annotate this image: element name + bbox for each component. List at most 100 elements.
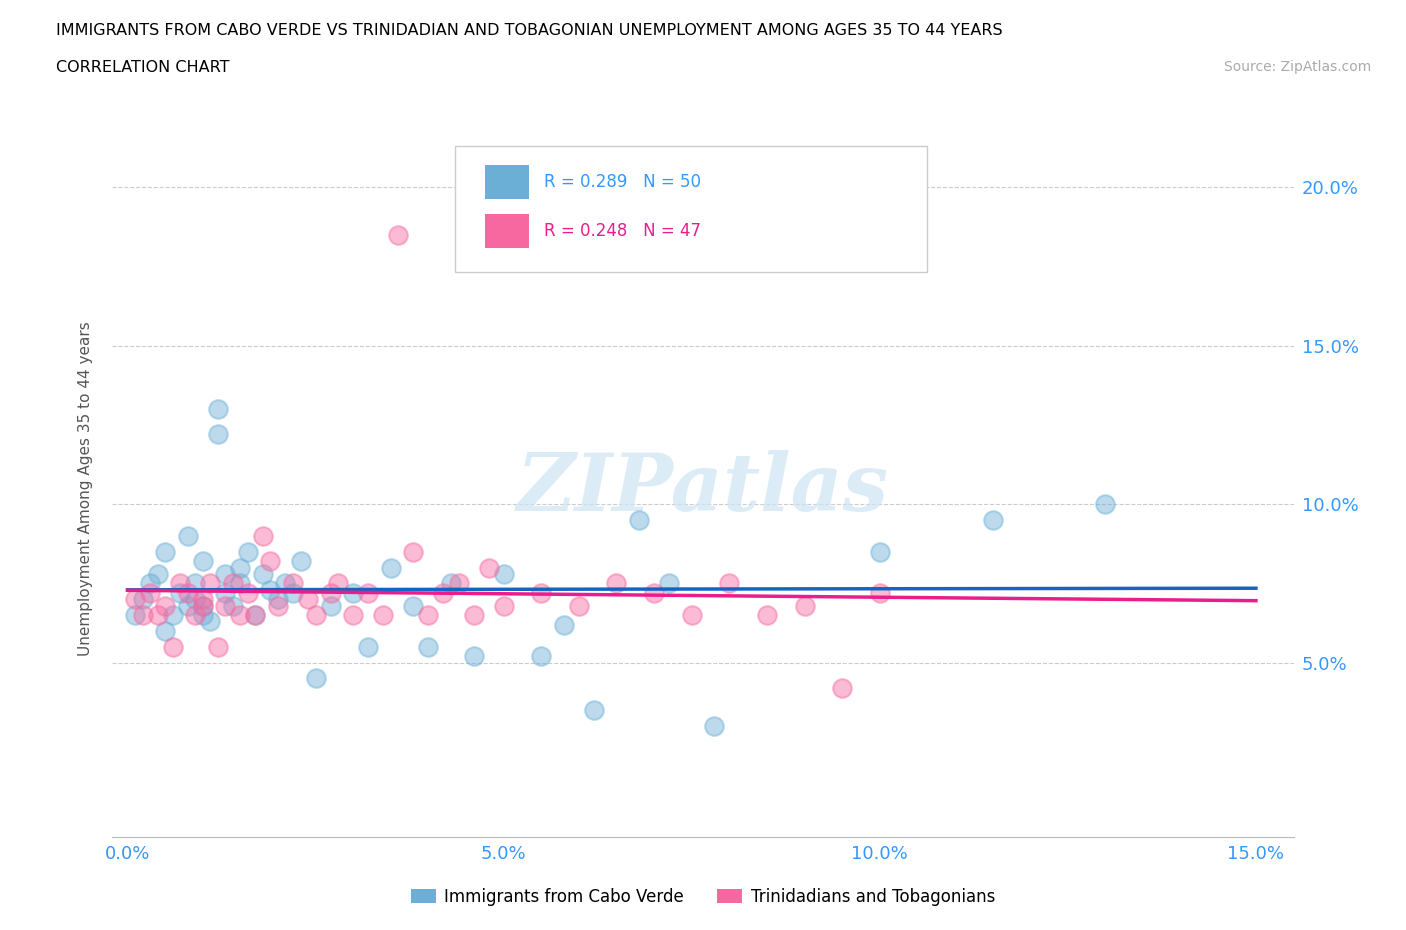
Point [191,598,214,613]
Point [214,586,236,601]
Point [169,586,191,601]
Point [328,576,350,591]
Point [259,553,281,568]
Point [252,566,274,581]
Point [463,607,485,622]
Point [553,618,575,632]
Text: IMMIGRANTS FROM CABO VERDE VS TRINIDADIAN AND TOBAGONIAN UNEMPLOYMENT AMONG AGES: IMMIGRANTS FROM CABO VERDE VS TRINIDADIA… [56,23,1002,38]
Point [440,576,463,591]
Point [380,560,402,575]
Point [229,607,252,622]
Point [146,607,169,622]
Point [703,719,725,734]
Point [319,598,342,613]
Point [342,586,364,601]
Text: R = 0.248   N = 47: R = 0.248 N = 47 [544,222,700,240]
Point [267,591,290,606]
Point [153,598,176,613]
Point [169,576,191,591]
Point [177,586,200,601]
Point [492,598,515,613]
Text: R = 0.289   N = 50: R = 0.289 N = 50 [544,173,700,191]
Point [463,649,485,664]
Point [605,576,627,591]
Point [259,582,281,597]
Point [124,607,146,622]
Point [214,566,236,581]
Point [184,576,207,591]
Point [402,598,425,613]
Point [981,512,1004,527]
Point [274,576,297,591]
Point [200,576,222,591]
Text: CORRELATION CHART: CORRELATION CHART [56,60,229,75]
Point [297,591,319,606]
Y-axis label: Unemployment Among Ages 35 to 44 years: Unemployment Among Ages 35 to 44 years [79,321,93,656]
Point [628,512,651,527]
Point [207,639,229,654]
Point [245,607,267,622]
Point [418,639,440,654]
Point [582,703,605,718]
Point [290,553,312,568]
Point [191,553,214,568]
Point [207,427,229,442]
Point [200,614,222,629]
Point [191,598,214,613]
Point [681,607,703,622]
Point [162,607,184,622]
Point [184,591,207,606]
Point [718,576,741,591]
Point [342,607,364,622]
Point [245,607,267,622]
Point [222,598,245,613]
Point [236,586,259,601]
Point [177,528,200,543]
Point [530,586,553,601]
Text: Source: ZipAtlas.com: Source: ZipAtlas.com [1223,60,1371,74]
Point [357,639,380,654]
Point [755,607,778,622]
Point [304,607,326,622]
Point [568,598,591,613]
Point [402,544,425,559]
Point [530,649,553,664]
Point [418,607,440,622]
Point [229,576,252,591]
Point [139,586,162,601]
Point [357,586,380,601]
Point [153,544,176,559]
Point [387,227,409,242]
Point [184,607,207,622]
Point [191,591,214,606]
Legend: Immigrants from Cabo Verde, Trinidadians and Tobagonians: Immigrants from Cabo Verde, Trinidadians… [405,881,1001,912]
Point [131,591,153,606]
Point [131,607,153,622]
Point [191,607,214,622]
Point [214,598,236,613]
Point [373,607,395,622]
Point [447,576,470,591]
Point [319,586,342,601]
Point [124,591,146,606]
Point [177,598,200,613]
Point [236,544,259,559]
Point [207,402,229,417]
Point [831,681,853,696]
Point [492,566,515,581]
Point [304,671,326,686]
Text: ZIPatlas: ZIPatlas [517,449,889,527]
FancyBboxPatch shape [456,147,928,272]
Point [1094,497,1116,512]
Point [793,598,815,613]
Point [643,586,665,601]
Point [146,566,169,581]
FancyBboxPatch shape [485,214,530,247]
FancyBboxPatch shape [485,166,530,199]
Point [139,576,162,591]
Point [153,623,176,638]
Point [281,586,304,601]
Point [658,576,681,591]
Point [281,576,304,591]
Point [869,586,891,601]
